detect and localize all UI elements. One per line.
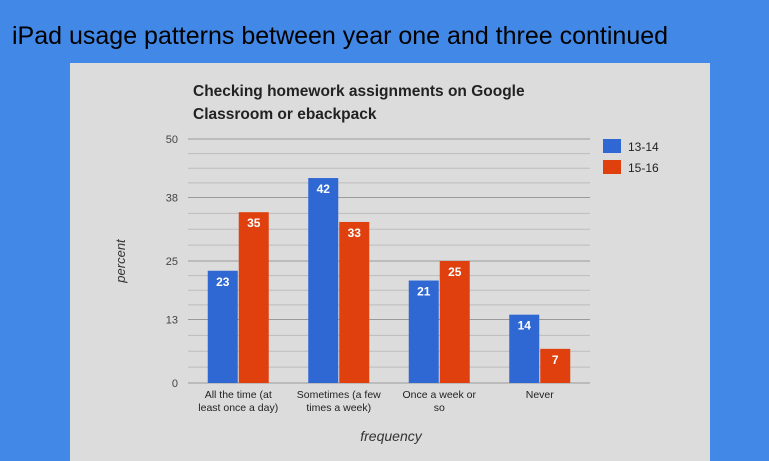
x-tick-label: All the time (at — [205, 389, 272, 401]
bar — [238, 212, 269, 383]
chart-title-line: Classroom or ebackpack — [193, 106, 377, 123]
bar — [207, 270, 238, 383]
bar-data-label: 7 — [552, 353, 559, 367]
legend-label: 13-14 — [628, 140, 659, 154]
x-axis-label: frequency — [360, 428, 422, 444]
x-tick-label: times a week) — [306, 402, 371, 414]
bar — [540, 348, 571, 383]
bar-chart: Checking homework assignments on Google C… — [113, 83, 659, 444]
chart-panel: Checking homework assignments on Google C… — [70, 63, 710, 461]
legend-label: 15-16 — [628, 161, 659, 175]
bar — [439, 261, 470, 383]
y-tick-label: 50 — [166, 134, 178, 146]
bar-data-label: 23 — [216, 275, 230, 289]
y-tick-label: 25 — [166, 256, 178, 268]
bar-data-label: 14 — [518, 319, 532, 333]
bar — [408, 280, 439, 383]
y-tick-label: 38 — [166, 193, 178, 205]
y-tick-label: 0 — [172, 378, 178, 390]
legend-swatch — [603, 139, 621, 153]
x-tick-label: least once a day) — [198, 402, 278, 414]
bar-data-label: 35 — [247, 216, 261, 230]
legend-swatch — [603, 160, 621, 174]
bar — [339, 221, 370, 383]
x-tick-label: so — [434, 402, 445, 414]
x-tick-label: Sometimes (a few — [297, 389, 381, 401]
y-axis-label: percent — [113, 238, 128, 284]
x-tick-label: Never — [526, 389, 555, 401]
bar — [509, 314, 540, 383]
slide-title: iPad usage patterns between year one and… — [12, 22, 669, 50]
chart-title-line: Checking homework assignments on Google — [193, 83, 525, 100]
y-tick-label: 13 — [166, 315, 178, 327]
x-tick-label: Once a week or — [402, 389, 476, 401]
bar-data-label: 21 — [417, 285, 431, 299]
bar-data-label: 42 — [317, 182, 331, 196]
bar-data-label: 33 — [348, 226, 362, 240]
bar — [308, 178, 339, 383]
bar-data-label: 25 — [448, 265, 462, 279]
